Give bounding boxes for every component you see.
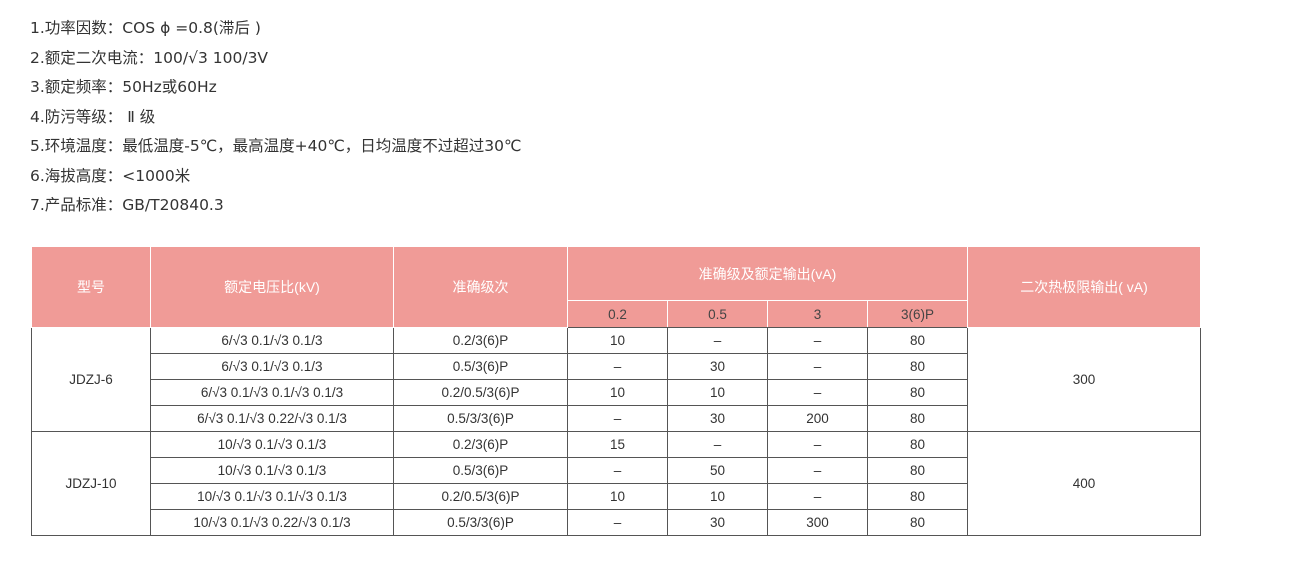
table-row: 10/√3 0.1/√3 0.1/3 0.5/3(6)P –50–80 bbox=[32, 457, 1201, 484]
table-cell: – bbox=[767, 431, 868, 458]
table-cell: 10 bbox=[567, 327, 668, 354]
table-cell: 10 bbox=[567, 379, 668, 406]
table-cell: 80 bbox=[867, 405, 968, 432]
table-cell: 6/√3 0.1/√3 0.1/√3 0.1/3 bbox=[150, 379, 394, 406]
table-cell: 15 bbox=[567, 431, 668, 458]
model-cell: JDZJ-6 bbox=[31, 327, 151, 432]
table-cell: 0.2/3(6)P bbox=[393, 431, 568, 458]
table-cell: 80 bbox=[867, 509, 968, 536]
table-cell: 10/√3 0.1/√3 0.1/3 bbox=[150, 431, 394, 458]
table-row: 6/√3 0.1/√3 0.1/3 0.5/3(6)P –30–80 bbox=[32, 353, 1201, 380]
header-accuracy: 准确级次 bbox=[393, 246, 568, 328]
spec-item: 5.环境温度：最低温度-5℃，最高温度+40℃，日均温度不过超过30℃ bbox=[30, 137, 522, 155]
spec-item: 4.防污等级： Ⅱ 级 bbox=[30, 107, 156, 126]
table-row: 10/√3 0.1/√3 0.1/√3 0.1/3 0.2/0.5/3(6)P 10… bbox=[32, 483, 1201, 510]
table-cell: – bbox=[567, 405, 668, 432]
table-cell: 80 bbox=[867, 379, 968, 406]
table-cell: 10/√3 0.1/√3 0.22/√3 0.1/3 bbox=[150, 509, 394, 536]
table-cell: 80 bbox=[867, 353, 968, 380]
spec-item: 2.额定二次电流：100/√3 100/3V bbox=[30, 48, 269, 67]
table-cell: 6/√3 0.1/√3 0.1/3 bbox=[150, 353, 394, 380]
table-cell: 80 bbox=[867, 327, 968, 354]
table-cell: 300 bbox=[767, 509, 868, 536]
table-row: 6/√3 0.1/√3 0.1/√3 0.1/3 0.2/0.5/3(6)P 10 1… bbox=[32, 379, 1201, 406]
table-cell: – bbox=[567, 509, 668, 536]
spec-item: 6.海拔高度：<1000米 bbox=[30, 166, 191, 185]
header-thermal: 二次热极限输出( vA) bbox=[967, 246, 1201, 328]
spec-item: 7.产品标准：GB/T20840.3 bbox=[30, 196, 224, 214]
table-cell: 0.2/0.5/3(6)P bbox=[393, 379, 568, 406]
table-cell: 80 bbox=[867, 457, 968, 484]
table-cell: 80 bbox=[867, 483, 968, 510]
spec-list: 1.功率因数：COS ϕ =0.8(滞后 ) 2.额定二次电流：100/√3 1… bbox=[30, 14, 521, 221]
table-cell: – bbox=[767, 327, 868, 354]
table-row: 10/√3 0.1/√3 0.22/√3 0.1/3 0.5/3/3(6)P –30… bbox=[32, 509, 1201, 536]
spec-table: 型号 额定电压比(kV) 准确级次 准确级及额定输出(vA) 二次热极限输出( … bbox=[31, 246, 1201, 536]
table-cell: – bbox=[767, 483, 868, 510]
table-cell: 0.5/3(6)P bbox=[393, 353, 568, 380]
table-cell: – bbox=[667, 327, 768, 354]
table-row: 6/√3 0.1/√3 0.22/√3 0.1/3 0.5/3/3(6)P –30 2… bbox=[32, 405, 1201, 432]
table-cell: 30 bbox=[667, 405, 768, 432]
table-cell: 30 bbox=[667, 509, 768, 536]
subheader: 0.2 bbox=[567, 300, 668, 328]
table-cell: 10/√3 0.1/√3 0.1/√3 0.1/3 bbox=[150, 483, 394, 510]
header-output: 准确级及额定输出(vA) bbox=[567, 246, 968, 301]
table-cell: 0.2/3(6)P bbox=[393, 327, 568, 354]
table-cell: 0.2/0.5/3(6)P bbox=[393, 483, 568, 510]
table-cell: 80 bbox=[867, 431, 968, 458]
table-cell: – bbox=[567, 353, 668, 380]
thermal-cell: 400 bbox=[967, 431, 1201, 536]
table-cell: 30 bbox=[667, 353, 768, 380]
spec-item: 3.额定频率：50Hz或60Hz bbox=[30, 78, 217, 96]
model-cell: JDZJ-10 bbox=[31, 431, 151, 536]
spec-item: 1.功率因数：COS ϕ =0.8(滞后 ) bbox=[30, 19, 261, 37]
table-cell: 0.5/3/3(6)P bbox=[393, 509, 568, 536]
table-cell: 0.5/3/3(6)P bbox=[393, 405, 568, 432]
table-cell: 10 bbox=[667, 483, 768, 510]
table-cell: 50 bbox=[667, 457, 768, 484]
table-cell: 10/√3 0.1/√3 0.1/3 bbox=[150, 457, 394, 484]
table-cell: 6/√3 0.1/√3 0.1/3 bbox=[150, 327, 394, 354]
subheader: 3 bbox=[767, 300, 868, 328]
table-cell: – bbox=[567, 457, 668, 484]
table-row: JDZJ-10 10/√3 0.1/√3 0.1/3 0.2/3(6)P 15– –80… bbox=[31, 431, 1201, 536]
thermal-cell: 300 bbox=[967, 327, 1201, 432]
table-cell: – bbox=[767, 457, 868, 484]
table-cell: – bbox=[667, 431, 768, 458]
subheader: 0.5 bbox=[667, 300, 768, 328]
table-cell: 6/√3 0.1/√3 0.22/√3 0.1/3 bbox=[150, 405, 394, 432]
table-row: JDZJ-6 6/√3 0.1/√3 0.1/3 0.2/3(6)P 10– –80 30… bbox=[31, 327, 1201, 432]
header-model: 型号 bbox=[31, 246, 151, 328]
table-cell: – bbox=[767, 379, 868, 406]
table-cell: 200 bbox=[767, 405, 868, 432]
subheader: 3(6)P bbox=[867, 300, 968, 328]
table-cell: 10 bbox=[667, 379, 768, 406]
table-cell: 0.5/3(6)P bbox=[393, 457, 568, 484]
header-ratio: 额定电压比(kV) bbox=[150, 246, 394, 328]
table-cell: 10 bbox=[567, 483, 668, 510]
table-cell: – bbox=[767, 353, 868, 380]
